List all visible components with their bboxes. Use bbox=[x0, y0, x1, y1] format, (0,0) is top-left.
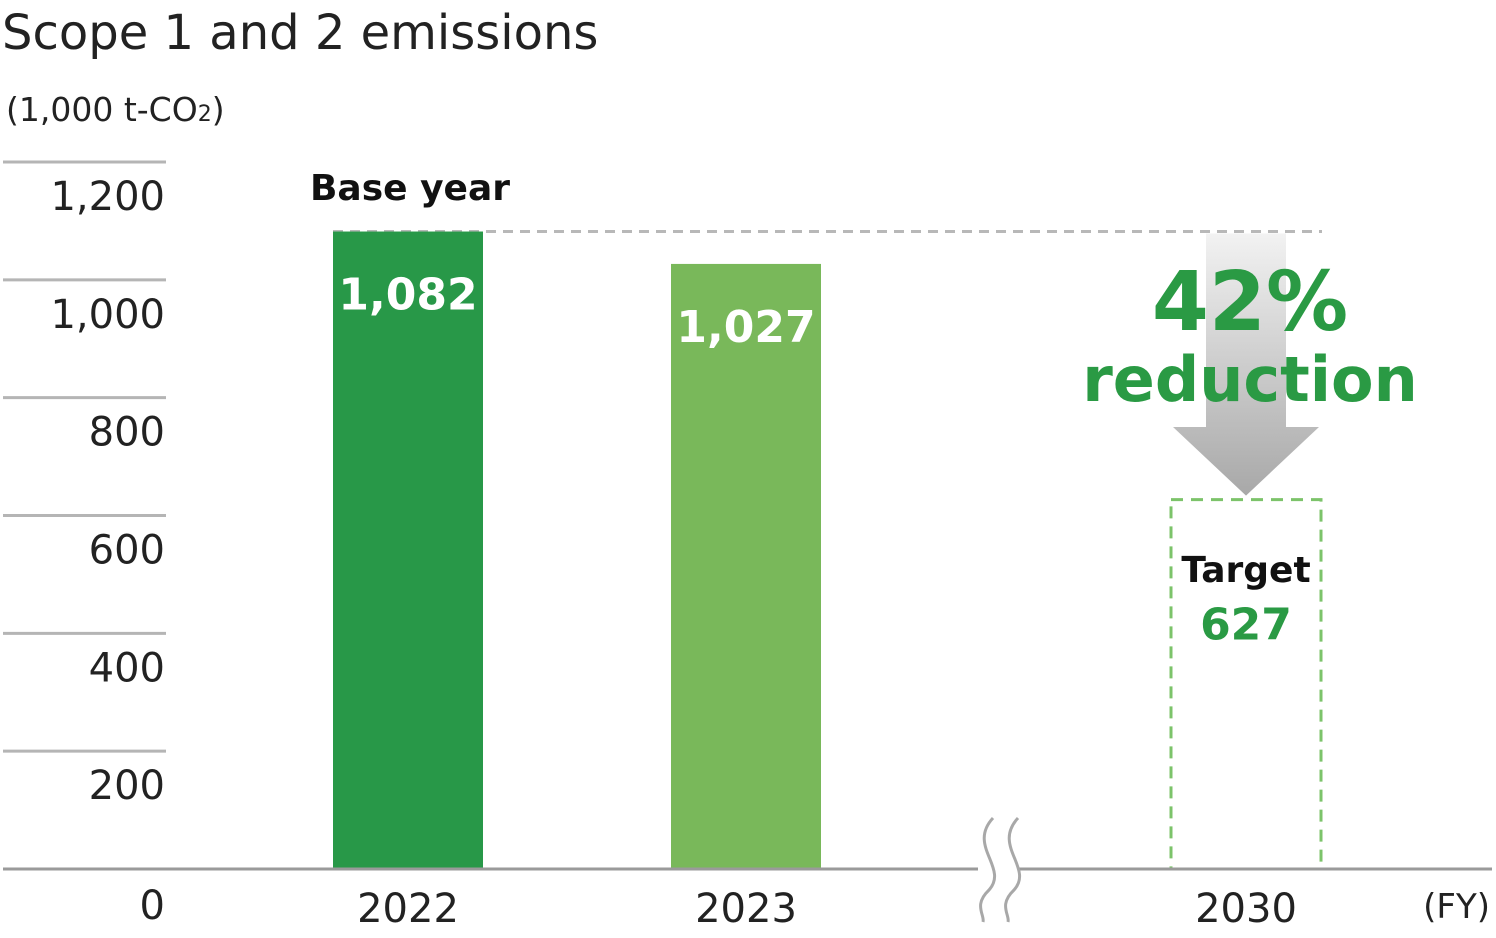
axis-break-icon bbox=[978, 816, 1022, 923]
chart-title: Scope 1 and 2 emissions bbox=[2, 5, 599, 61]
reduction-text: reduction bbox=[1082, 343, 1418, 416]
y-tick-label: 800 bbox=[89, 410, 165, 456]
base-year-label: Base year bbox=[310, 168, 510, 209]
bar-value-label: 1,027 bbox=[676, 302, 815, 353]
target-label: Target bbox=[1181, 550, 1310, 591]
y-tick-label: 200 bbox=[89, 763, 165, 809]
axis-break-wave bbox=[979, 816, 997, 923]
unit-subscript: 2 bbox=[197, 102, 212, 127]
target-value-label: 627 bbox=[1200, 600, 1292, 651]
reduction-percent: 42% bbox=[1152, 255, 1348, 350]
x-tick-label: 2022 bbox=[357, 886, 459, 932]
y-tick-label: 1,200 bbox=[50, 174, 165, 220]
reduction-arrow bbox=[1173, 233, 1319, 496]
x-axis-ticks: 2022 2023 2030 bbox=[357, 886, 1297, 932]
x-axis-label: (FY) bbox=[1423, 887, 1490, 927]
y-tick-label: 400 bbox=[89, 645, 165, 691]
unit-prefix: (1,000 t-CO bbox=[6, 90, 198, 129]
x-tick-label: 2030 bbox=[1195, 886, 1297, 932]
x-tick-label: 2023 bbox=[695, 886, 797, 932]
y-tick-label: 1,000 bbox=[50, 292, 165, 338]
down-arrow-icon bbox=[1173, 233, 1319, 496]
y-tick-label: 0 bbox=[140, 883, 165, 929]
axis-break-wave bbox=[1004, 816, 1022, 923]
unit-suffix: ) bbox=[211, 90, 225, 129]
y-axis-ticks: 0 200 400 600 800 1,000 1,200 bbox=[50, 174, 165, 929]
unit-label: (1,000 t-CO2) bbox=[6, 88, 225, 137]
gridlines bbox=[3, 160, 166, 753]
y-tick-label: 600 bbox=[89, 528, 165, 574]
bar-2023 bbox=[671, 263, 821, 869]
bar-2022 bbox=[333, 231, 483, 869]
bars: 1,082 1,027 627 bbox=[333, 231, 1323, 871]
bar-value-label: 1,082 bbox=[338, 270, 477, 321]
